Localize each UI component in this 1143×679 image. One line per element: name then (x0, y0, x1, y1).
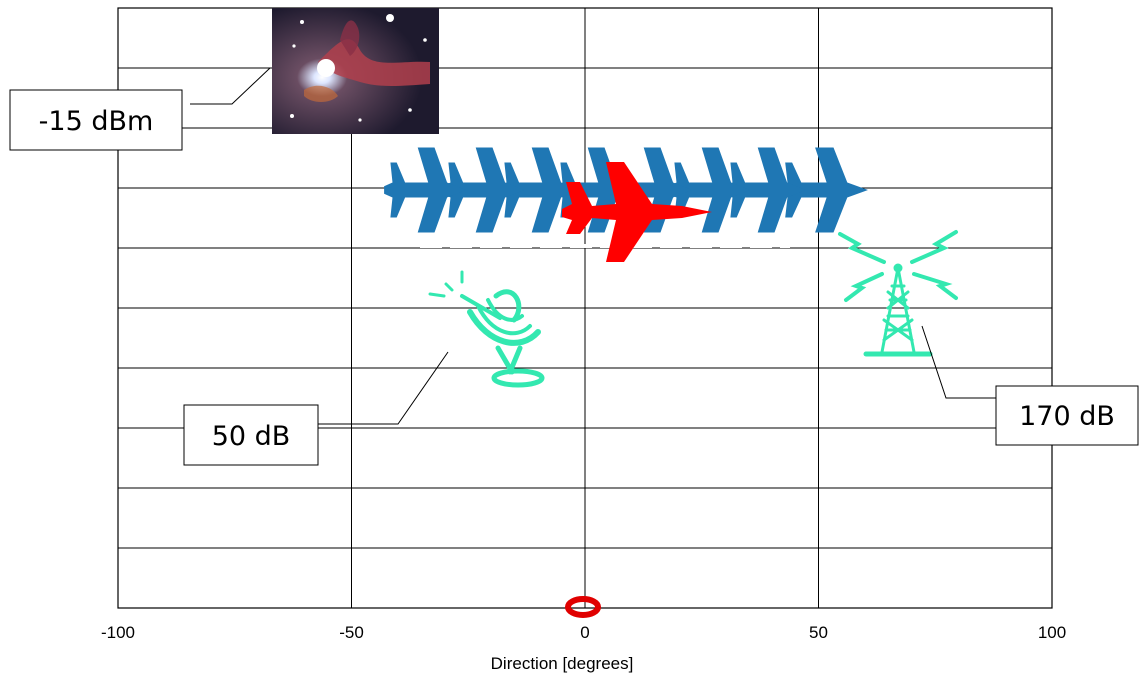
satellite-dish-icon (428, 270, 545, 388)
x-tick-label: 50 (809, 623, 828, 642)
x-tick-labels: -100 -50 0 50 100 (101, 623, 1066, 642)
annotation-leaders (190, 67, 996, 425)
annotation-nebula: -15 dBm (9, 89, 183, 151)
annotation-dish: 50 dB (183, 404, 319, 466)
observer-marker-icon (565, 596, 601, 618)
x-tick-label: -100 (101, 623, 135, 642)
svg-text:170 dB: 170 dB (1019, 401, 1115, 432)
svg-text:50 dB: 50 dB (212, 421, 291, 452)
x-tick-label: 100 (1038, 623, 1066, 642)
svg-text:-15 dBm: -15 dBm (39, 106, 154, 137)
x-tick-label: 0 (580, 623, 589, 642)
x-axis-label: Direction [degrees] (491, 654, 634, 673)
x-tick-label: -50 (339, 623, 364, 642)
radio-tower-icon (838, 230, 958, 357)
annotation-tower: 170 dB (995, 385, 1139, 446)
nebula-image (272, 8, 439, 134)
fighter-jet-icon (562, 162, 712, 262)
